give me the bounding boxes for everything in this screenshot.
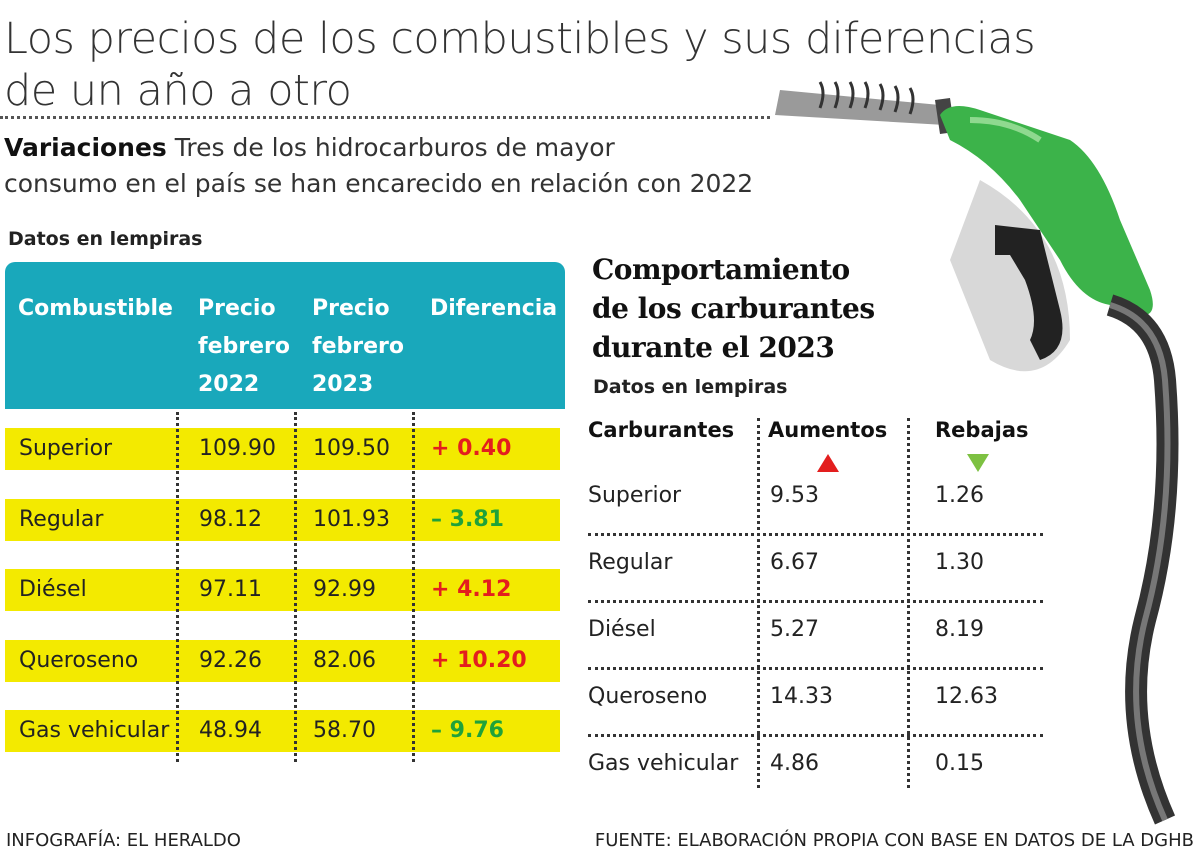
- price-2023: 109.50: [313, 436, 390, 461]
- aumentos-value: 6.67: [770, 550, 819, 575]
- subtitle-text: Tres de los hidrocarburos de mayor: [166, 133, 615, 162]
- carburante-name: Gas vehicular: [588, 751, 739, 776]
- table-row: [5, 498, 560, 541]
- footer-credit: INFOGRAFÍA: EL HERALDO: [6, 830, 241, 851]
- price-2022: 97.11: [199, 577, 262, 602]
- price-difference: + 0.40: [431, 436, 512, 461]
- price-2023: 92.99: [313, 577, 376, 602]
- subtitle-line-2: consumo en el país se han encarecido en …: [4, 169, 754, 198]
- fuel-name: Gas vehicular: [19, 718, 170, 743]
- header-precio-2023: Precio febrero 2023: [312, 296, 404, 397]
- fuel-name: Queroseno: [19, 647, 139, 673]
- price-2023: 58.70: [313, 718, 376, 743]
- title-line-2: de un año a otro: [4, 66, 352, 116]
- fuel-name: Regular: [19, 506, 104, 532]
- row-divider: [588, 667, 1043, 670]
- row-divider: [588, 734, 1043, 737]
- divider: [0, 116, 770, 119]
- aumentos-value: 5.27: [770, 617, 819, 642]
- header-precio-2022: Precio febrero 2022: [198, 296, 290, 397]
- carburante-name: Diésel: [588, 617, 656, 642]
- right-table-units: Datos en lempiras: [593, 376, 788, 398]
- column-divider: [907, 418, 910, 788]
- column-divider: [412, 412, 415, 762]
- price-2023: 82.06: [313, 647, 376, 673]
- header-aumentos: Aumentos: [768, 418, 888, 442]
- fuel-name: Superior: [19, 436, 113, 461]
- table-row: [5, 710, 560, 752]
- rebajas-value: 8.19: [935, 617, 984, 642]
- price-2022: 98.12: [199, 506, 262, 532]
- row-divider: [588, 600, 1043, 603]
- table-row: [5, 428, 560, 470]
- footer-source: FUENTE: ELABORACIÓN PROPIA CON BASE EN D…: [594, 830, 1194, 851]
- aumentos-value: 4.86: [770, 751, 819, 776]
- rebajas-value: 1.30: [935, 550, 984, 575]
- rebajas-value: 1.26: [935, 483, 984, 508]
- price-2023: 101.93: [313, 506, 390, 532]
- header-diferencia: Diferencia: [430, 296, 558, 321]
- fuel-nozzle-illustration: [775, 81, 1179, 825]
- subtitle-line-1: Variaciones Tres de los hidrocarburos de…: [4, 133, 615, 162]
- triangle-up-icon: [817, 454, 839, 472]
- triangle-down-icon: [967, 454, 989, 472]
- title-line-1: Los precios de los combustibles y sus di…: [4, 14, 1036, 64]
- carburante-name: Queroseno: [588, 684, 708, 709]
- price-difference: + 10.20: [431, 647, 527, 673]
- row-divider: [588, 533, 1043, 536]
- left-table-units: Datos en lempiras: [8, 228, 203, 250]
- right-table-title: Comportamiento de los carburantes durant…: [592, 253, 875, 364]
- header-combustible: Combustible: [18, 296, 173, 321]
- subtitle-lead: Variaciones: [4, 133, 167, 162]
- carburante-name: Regular: [588, 550, 673, 575]
- header-carburantes: Carburantes: [588, 418, 735, 442]
- price-difference: – 9.76: [431, 718, 504, 743]
- left-table-header: [5, 262, 565, 409]
- price-difference: + 4.12: [431, 577, 512, 602]
- aumentos-value: 9.53: [770, 483, 819, 508]
- price-difference: – 3.81: [431, 506, 504, 532]
- rebajas-value: 12.63: [935, 684, 998, 709]
- fuel-name: Diésel: [19, 577, 87, 602]
- table-row: [5, 569, 560, 611]
- rebajas-value: 0.15: [935, 751, 984, 776]
- carburante-name: Superior: [588, 483, 682, 508]
- column-divider: [176, 412, 179, 762]
- price-2022: 109.90: [199, 436, 276, 461]
- column-divider: [294, 412, 297, 762]
- price-2022: 48.94: [199, 718, 262, 743]
- aumentos-value: 14.33: [770, 684, 833, 709]
- header-rebajas: Rebajas: [935, 418, 1029, 442]
- price-2022: 92.26: [199, 647, 262, 673]
- table-row: [5, 639, 560, 682]
- column-divider: [757, 418, 760, 788]
